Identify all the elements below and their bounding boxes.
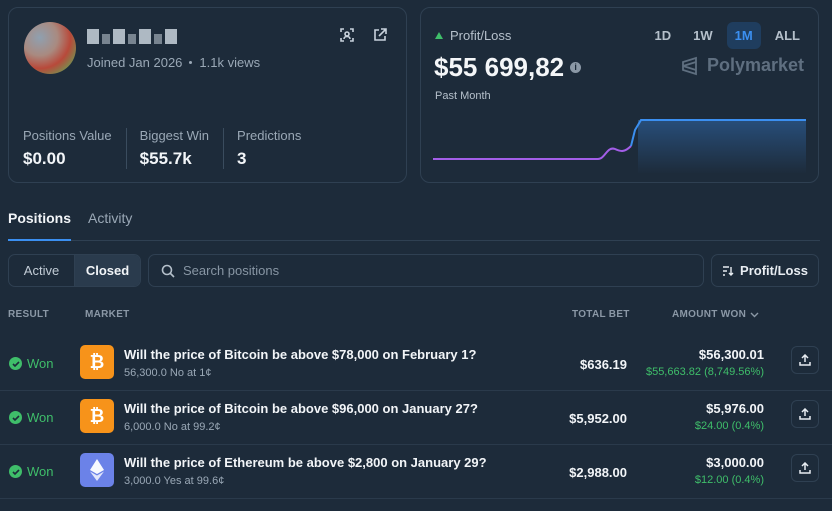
result-badge: Won <box>9 356 54 371</box>
result-badge: Won <box>9 464 54 479</box>
position-detail: 3,000.0 Yes at 99.6¢ <box>124 475 225 487</box>
check-circle-icon <box>9 465 22 478</box>
profile-meta: Joined Jan 2026 1.1k views <box>87 55 260 70</box>
sort-icon <box>723 265 734 276</box>
market-title[interactable]: Will the price of Ethereum be above $2,8… <box>124 455 487 470</box>
pnl-label: Profit/Loss <box>450 28 512 43</box>
share-button[interactable] <box>791 400 819 428</box>
total-bet: $636.19 <box>580 357 627 372</box>
header-amount-won[interactable]: AMOUNT WON <box>672 309 759 320</box>
stat-value: $55.7k <box>139 149 192 168</box>
amount-won: $5,976.00 <box>706 401 764 416</box>
status-toggle: Active Closed <box>8 254 141 287</box>
range-1d[interactable]: 1D <box>654 28 672 43</box>
pnl-line <box>630 119 806 147</box>
chevron-down-icon <box>750 312 759 317</box>
stat-predictions: Predictions 3 <box>237 128 315 169</box>
joined-date: Joined Jan 2026 <box>87 55 183 70</box>
profit-loss-card: Profit/Loss $55 699,82 i Past Month 1D 1… <box>420 7 819 183</box>
stat-biggest-win: Biggest Win $55.7k <box>139 128 225 169</box>
share-icon <box>799 354 811 366</box>
avatar[interactable] <box>24 22 76 74</box>
username-redacted <box>87 29 177 45</box>
view-count: 1.1k views <box>199 55 261 70</box>
range-1w[interactable]: 1W <box>693 28 713 43</box>
amount-won-delta: $55,663.82 (8,749.56%) <box>645 366 764 378</box>
stat-label: Biggest Win <box>139 128 210 143</box>
stat-label: Predictions <box>237 128 302 143</box>
amount-won: $56,300.01 <box>698 347 764 362</box>
header-market: MARKET <box>85 309 130 320</box>
share-icon <box>799 462 811 474</box>
table-row[interactable]: Won Will the price of Ethereum be above … <box>0 445 832 499</box>
bitcoin-icon: ₿ <box>80 345 114 379</box>
range-selector: 1D 1W 1M ALL <box>647 22 808 49</box>
pnl-area <box>638 120 806 174</box>
result-label: Won <box>27 356 54 371</box>
separator-dot <box>189 61 193 64</box>
amount-won-delta: $24.00 (0.4%) <box>694 420 764 432</box>
result-label: Won <box>27 410 54 425</box>
pnl-amount: $55 699,82 i <box>434 52 582 83</box>
sort-button[interactable]: Profit/Loss <box>711 254 819 287</box>
market-title[interactable]: Will the price of Bitcoin be above $96,0… <box>124 401 478 416</box>
tab-positions[interactable]: Positions <box>8 205 72 241</box>
header-total-bet[interactable]: TOTAL BET <box>572 309 630 320</box>
search-box <box>148 254 704 287</box>
check-circle-icon <box>9 357 22 370</box>
stat-value: 3 <box>237 149 247 168</box>
range-1m[interactable]: 1M <box>726 22 761 49</box>
pnl-chart <box>433 119 806 174</box>
position-detail: 56,300.0 No at 1¢ <box>124 367 212 379</box>
svg-text:₿: ₿ <box>90 406 105 426</box>
up-arrow-icon <box>435 32 443 39</box>
range-all[interactable]: ALL <box>774 28 800 43</box>
ethereum-icon <box>80 453 114 487</box>
sort-label: Profit/Loss <box>740 263 808 278</box>
pnl-header: Profit/Loss <box>435 28 511 43</box>
brand-name: Polymarket <box>706 55 804 75</box>
share-icon <box>799 408 811 420</box>
stat-positions-value: Positions Value $0.00 <box>23 128 127 169</box>
search-icon <box>161 264 175 278</box>
brand-logo: Polymarket <box>680 55 804 76</box>
total-bet: $5,952.00 <box>569 411 627 426</box>
scan-icon[interactable] <box>339 27 355 43</box>
polymarket-icon <box>682 56 697 75</box>
pnl-value: $55 699,82 <box>434 52 565 82</box>
share-button[interactable] <box>791 346 819 374</box>
amount-won: $3,000.00 <box>706 455 764 470</box>
tab-activity[interactable]: Activity <box>88 210 133 226</box>
result-label: Won <box>27 464 54 479</box>
info-icon[interactable]: i <box>570 62 582 73</box>
header-amount-won-label: AMOUNT WON <box>672 309 747 320</box>
position-detail: 6,000.0 No at 99.2¢ <box>124 421 221 433</box>
market-title[interactable]: Will the price of Bitcoin be above $78,0… <box>124 347 477 362</box>
segment-active[interactable]: Active <box>23 263 60 278</box>
svg-text:₿: ₿ <box>90 352 105 372</box>
share-button[interactable] <box>791 454 819 482</box>
profile-stats: Positions Value $0.00 Biggest Win $55.7k… <box>23 128 328 169</box>
tabs: Positions Activity <box>8 205 820 241</box>
total-bet: $2,988.00 <box>569 465 627 480</box>
table-row[interactable]: Won ₿ Will the price of Bitcoin be above… <box>0 391 832 445</box>
check-circle-icon <box>9 411 22 424</box>
profile-card: Joined Jan 2026 1.1k views Positions Val… <box>8 7 407 183</box>
search-input[interactable] <box>183 263 663 278</box>
bitcoin-icon: ₿ <box>80 399 114 433</box>
pnl-line-pre <box>433 145 632 160</box>
stat-value: $0.00 <box>23 149 66 168</box>
table-row[interactable]: Won ₿ Will the price of Bitcoin be above… <box>0 337 832 391</box>
pnl-period: Past Month <box>435 90 491 102</box>
header-result: RESULT <box>8 309 50 320</box>
result-badge: Won <box>9 410 54 425</box>
external-link-icon[interactable] <box>372 27 388 43</box>
segment-closed[interactable]: Closed <box>74 255 140 286</box>
amount-won-delta: $12.00 (0.4%) <box>694 474 764 486</box>
stat-label: Positions Value <box>23 128 112 143</box>
